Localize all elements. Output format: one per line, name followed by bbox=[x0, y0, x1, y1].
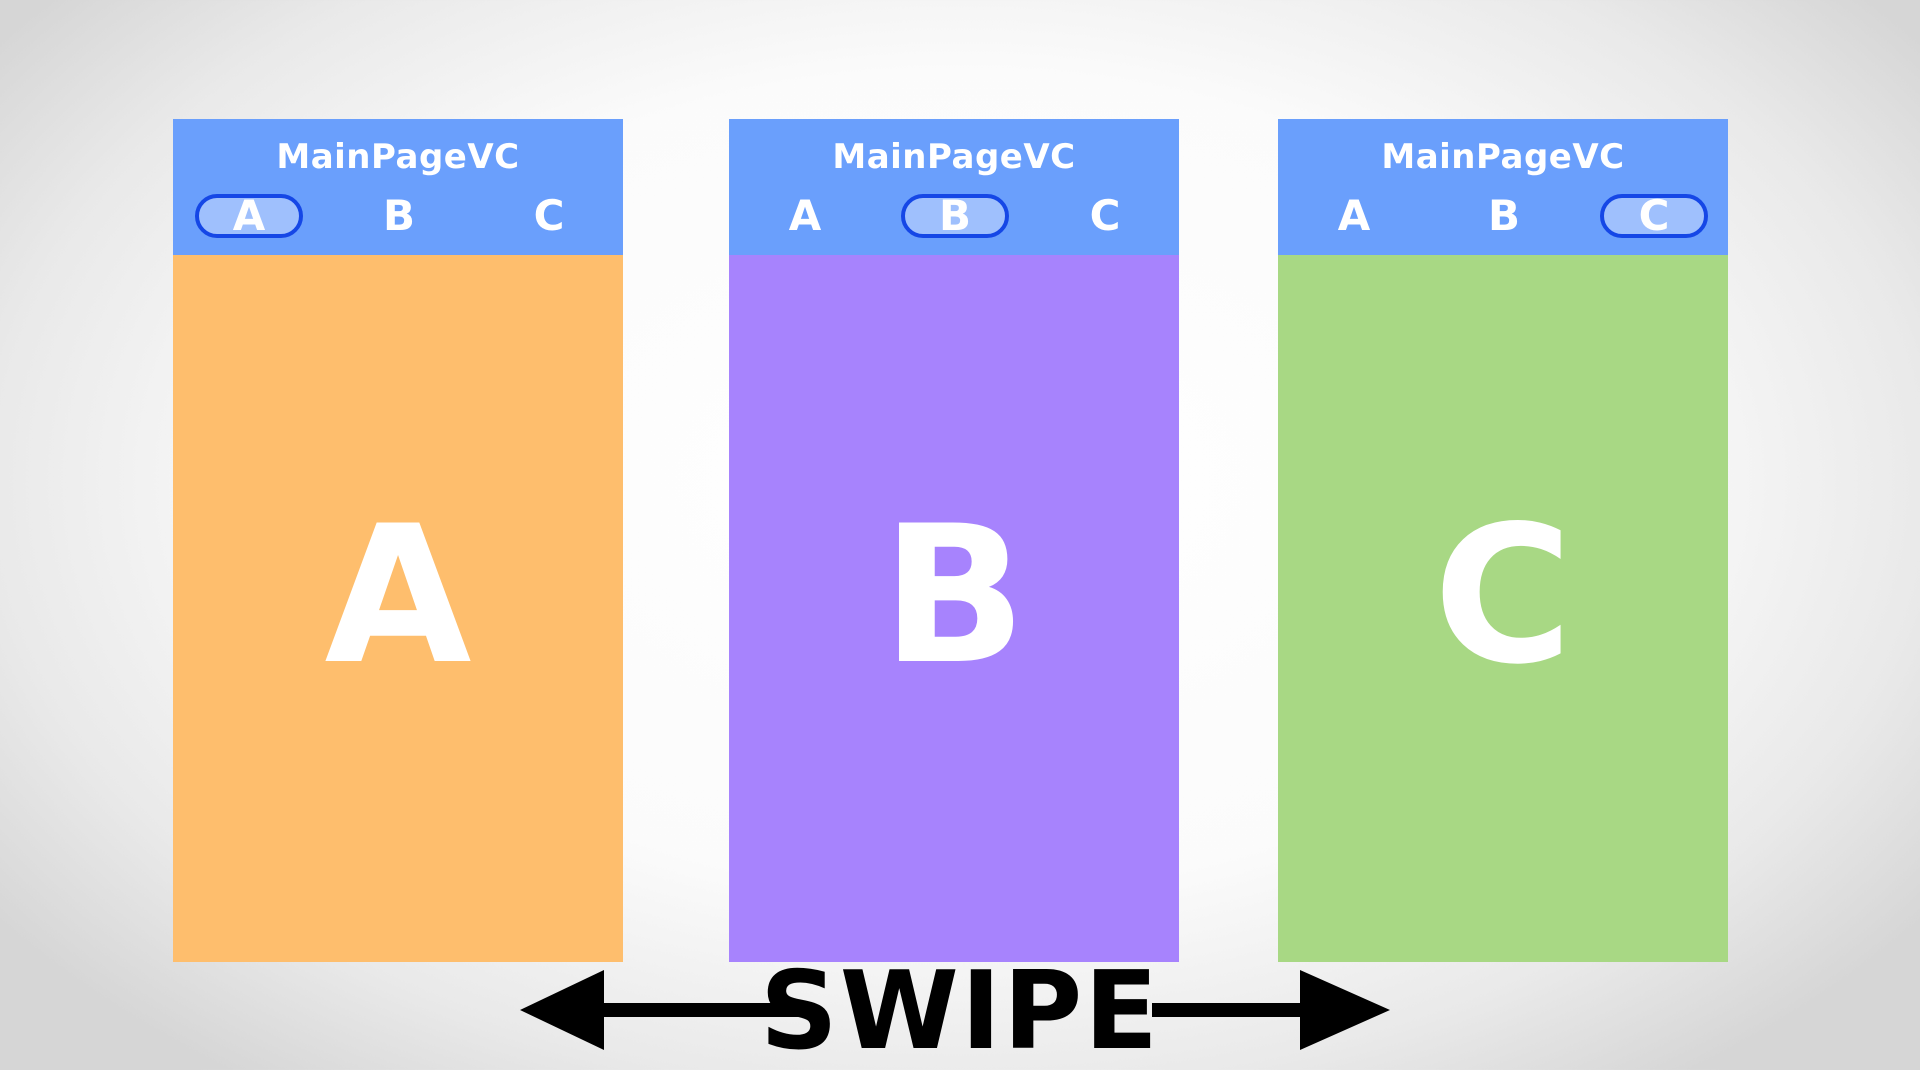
tab-a[interactable]: A bbox=[788, 191, 822, 240]
page-content-b: B bbox=[729, 255, 1179, 962]
tab-a[interactable]: A bbox=[1337, 191, 1371, 240]
page-panel-c: MainPageVC A B C C bbox=[1278, 119, 1728, 962]
page-content-c: C bbox=[1278, 255, 1728, 962]
tab-b[interactable]: B bbox=[382, 191, 415, 240]
tab-c[interactable]: C bbox=[1600, 194, 1708, 238]
swipe-label: SWIPE bbox=[759, 949, 1161, 1070]
page-letter: B bbox=[881, 485, 1027, 706]
navigation-header: MainPageVC A B C bbox=[173, 119, 623, 255]
navigation-header: MainPageVC A B C bbox=[1278, 119, 1728, 255]
page-panel-a: MainPageVC A B C A bbox=[173, 119, 623, 962]
page-content-a: A bbox=[173, 255, 623, 962]
page-letter: A bbox=[324, 485, 472, 706]
page-letter: C bbox=[1433, 485, 1573, 706]
tab-b[interactable]: B bbox=[1487, 191, 1520, 240]
tab-c[interactable]: C bbox=[533, 191, 565, 240]
page-panel-b: MainPageVC A B C B bbox=[729, 119, 1179, 962]
double-arrow-icon bbox=[520, 970, 1390, 1050]
header-title: MainPageVC bbox=[832, 137, 1076, 177]
tab-b[interactable]: B bbox=[901, 194, 1009, 238]
right-arrowhead-icon bbox=[1300, 970, 1390, 1050]
header-title: MainPageVC bbox=[276, 137, 520, 177]
navigation-header: MainPageVC A B C bbox=[729, 119, 1179, 255]
left-arrow-shaft bbox=[600, 1003, 815, 1017]
header-title: MainPageVC bbox=[1381, 137, 1625, 177]
tab-c[interactable]: C bbox=[1089, 191, 1121, 240]
left-arrowhead-icon bbox=[520, 970, 604, 1050]
right-arrow-shaft bbox=[1152, 1003, 1337, 1017]
tab-a[interactable]: A bbox=[195, 194, 303, 238]
